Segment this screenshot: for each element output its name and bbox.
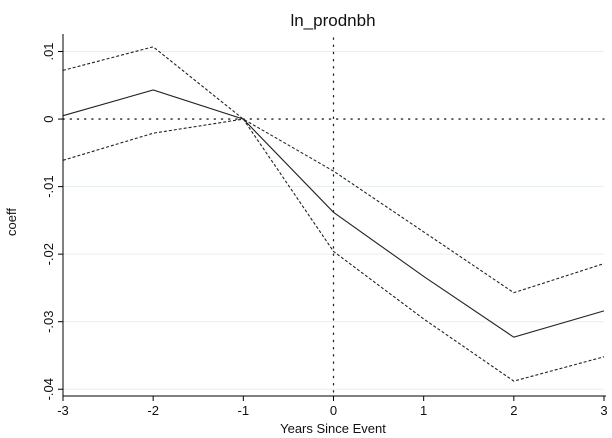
series-line-upper [62,46,605,294]
y-tick-label-1: 0 [41,115,56,122]
y-tick-label-4: -.03 [41,310,56,332]
y-tick-label-0: .01 [41,42,56,60]
x-tick-label-2: -1 [238,403,250,418]
series-line-coefficient [62,89,605,338]
x-tick-label-5: 2 [510,403,517,418]
x-tick-label-0: -3 [57,403,69,418]
x-axis-label: Years Since Event [280,421,386,436]
x-tick-label-3: 0 [330,403,337,418]
y-axis-label: coeff [4,208,19,236]
series-layer [62,46,605,382]
y-tick-label-5: -.04 [41,378,56,400]
y-tick-label-2: -.01 [41,175,56,197]
x-tick-label-4: 1 [420,403,427,418]
x-tick-label-6: 3 [600,403,607,418]
chart-title: ln_prodnbh [290,11,375,30]
y-tick-label-3: -.02 [41,243,56,265]
x-tick-label-1: -2 [147,403,159,418]
axis-layer: .01 0 -.01 -.02 -.03 -.04-3 -2 -1 0 1 2 3 [41,34,608,418]
reference-lines [62,37,605,397]
series-line-lower [62,118,605,382]
